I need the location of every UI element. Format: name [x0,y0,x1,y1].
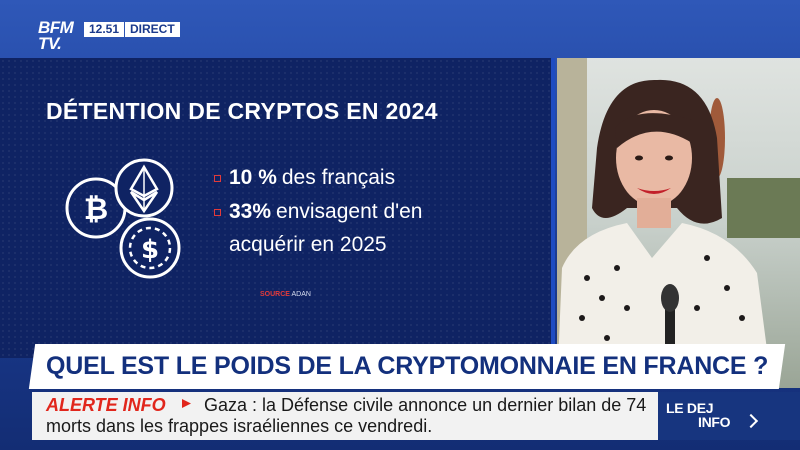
svg-text:$: $ [141,235,159,265]
channel-logo-line1: BFM [38,18,74,37]
stat-value-2: 33% [229,200,272,223]
ethereum-icon [114,158,174,218]
source-label: SOURCE [260,291,290,298]
chevron-right-icon [182,399,191,408]
dollar-coin-icon: $ [119,217,181,279]
ticker-text-line1: Gaza : la Défense civile annonce un dern… [204,395,647,415]
ticker-text-line2: morts dans les frappes israéliennes ce v… [46,416,433,436]
alert-label: ALERTE INFO [46,395,166,415]
stat-text-2: envisagent d'en [276,200,423,223]
infographic-title: DÉTENTION DE CRYPTOS EN 2024 [46,98,438,124]
source-credit: SOURCE ADAN [260,291,311,298]
stat-bullet-2: 33% envisagent d'en [214,200,423,224]
channel-logo-line2: TV. [38,34,62,53]
time-badge: 12.51 [84,22,125,37]
presenter-video [557,58,800,388]
headline-banner: QUEL EST LE POIDS DE LA CRYPTOMONNAIE EN… [28,344,786,389]
arrow-right-icon [743,413,759,429]
infographic-panel: DÉTENTION DE CRYPTOS EN 2024 ₿ $ 10 % de… [0,58,555,358]
stat-text-2-continued: acquérir en 2025 [229,233,387,256]
channel-logo: BFM TV. [38,18,78,54]
alert-ticker: ALERTE INFO Gaza : la Défense civile ann… [32,392,658,440]
program-logo-line2: INFO [698,414,731,430]
bullet-square-icon [214,174,221,182]
headline-text: QUEL EST LE POIDS DE LA CRYPTOMONNAIE EN… [46,352,769,380]
bullet-square-icon [214,208,221,216]
stat-value-1: 10 % [229,166,277,189]
stat-text-1: des français [281,166,396,189]
source-value: ADAN [291,291,311,298]
program-logo: LE DEJ INFO [658,392,800,440]
stat-bullet-1: 10 % des français [214,166,395,190]
crypto-coins-icon: ₿ $ [65,158,181,279]
program-logo-line1: LE DEJ [666,400,714,416]
svg-text:₿: ₿ [84,192,108,227]
live-badge: DIRECT [125,22,180,37]
